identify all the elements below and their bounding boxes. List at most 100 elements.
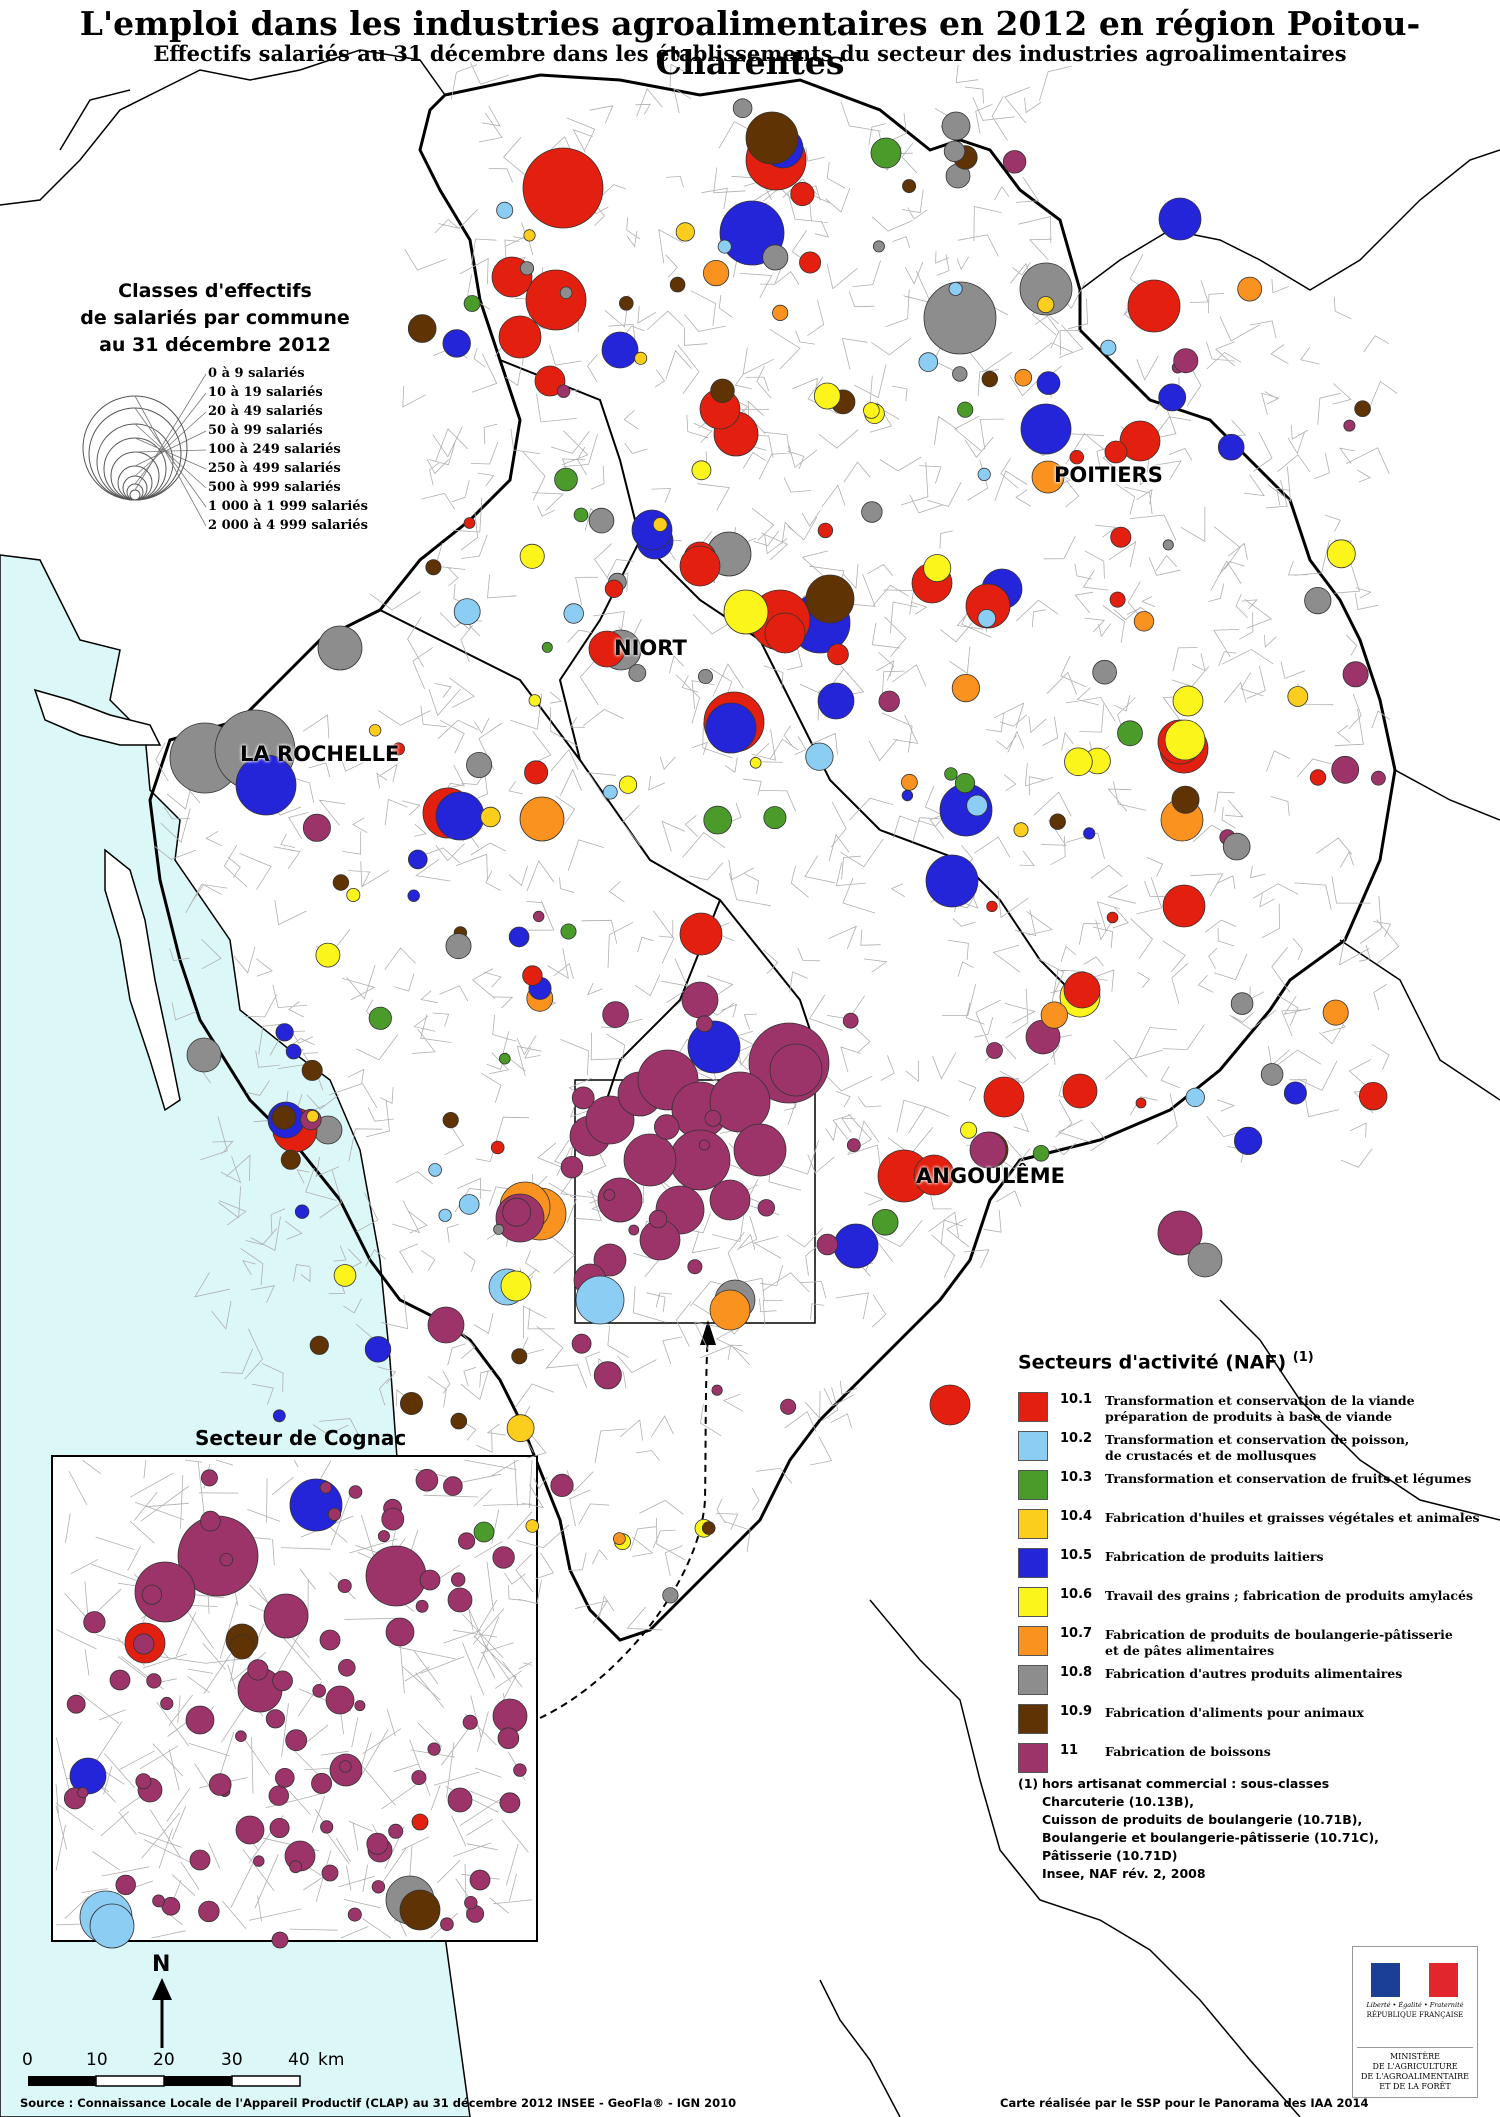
naf-note-line: Charcuterie (10.13B), [1042,1794,1194,1809]
inset-circle [185,1705,215,1735]
sector-code: 10.2 [1060,1431,1093,1446]
establishment-circle-small [1342,661,1369,688]
establishment-circle-small [805,742,834,771]
inset-circle-small [381,1507,405,1531]
establishment-circle-small [602,1001,629,1028]
inset-circle-small [235,1730,247,1742]
inset-circle-small [320,1820,334,1834]
establishment-circle [1157,1210,1203,1256]
scale-tick-label: 10 [86,2050,108,2070]
establishment-circle-small [948,281,963,296]
establishment-circle [500,1270,532,1302]
inset-circle-small [200,1510,221,1532]
size-class-label: 500 à 999 salariés [208,480,341,495]
establishment-circle-small [571,1333,592,1354]
inset-establishment-circles [63,1468,528,1949]
establishment-circle-small [957,401,974,418]
establishment-circle-small [1173,348,1199,374]
establishment-circle-small [1322,999,1349,1026]
size-legend-leader [134,392,207,485]
establishment-circle-small [1036,371,1061,395]
establishment-circle [1020,403,1072,455]
inset-circle-small [337,1579,352,1594]
size-class-label: 0 à 9 salariés [208,366,305,381]
inset-circle [469,1869,491,1891]
inset-circle-small [311,1772,333,1794]
inset-circle [189,1849,211,1871]
establishment-circle-small [634,351,648,365]
establishment-circle-small [528,694,542,707]
establishment-circle-small [704,1110,722,1127]
establishment-circle-small [772,304,789,321]
sector-label: Transformation et conservation de la via… [1105,1393,1415,1424]
inset-circle-small [312,1684,327,1698]
inset-circle [419,1569,441,1591]
inset-circle-small [160,1696,174,1711]
establishment-circle-small [1002,150,1027,174]
inset-circle-small [253,1855,265,1867]
establishment-circle [585,1095,635,1145]
establishment-circle-small [618,295,634,311]
establishment-circle-small [302,813,331,842]
sector-swatch [1018,1392,1048,1422]
city-label-la-rochelle: LA ROCHELLE [240,742,400,766]
establishment-circle-small [450,1412,468,1430]
establishment-circle-small [691,460,712,481]
inset-circle-small [499,1792,521,1814]
establishment-circle-small [762,244,789,271]
inset-circle-small [415,1468,439,1492]
establishment-circle [669,1129,731,1191]
establishment-circle-small [842,1012,859,1029]
logo-republic: RÉPUBLIQUE FRANÇAISE [1366,2011,1464,2019]
outer-lines [0,49,1500,2117]
establishment-circle-small [560,923,577,940]
establishment-circle-small [522,965,543,986]
north-arrow [152,1978,172,2048]
establishment-circle-small [1013,822,1029,838]
inset-circle-small [411,1770,427,1786]
establishment-circle-small [498,1052,511,1065]
inset-circle [289,1478,343,1532]
sector-label: Fabrication d'huiles et graisses végétal… [1105,1510,1480,1525]
establishment-circle-small [780,1398,797,1415]
establishment-circle [764,612,806,654]
establishment-circle-small [399,1392,423,1416]
scale-tick-label: 20 [153,2050,175,2070]
establishment-circle [681,981,719,1019]
inset-circle-small [141,1584,162,1605]
inset-circle-small [66,1694,86,1714]
inset-circle-small [269,1818,290,1839]
establishment-circle [687,1020,741,1074]
establishment-circle-small [442,329,471,358]
department-borders [379,359,1081,1121]
region-border [148,73,1397,1642]
island-oleron [104,848,181,1112]
size-legend-heading-2: de salariés par commune [80,307,350,329]
establishment-circle-small [710,378,735,404]
establishment-circle-small [523,229,536,242]
establishment-circle-small [675,222,695,242]
establishment-circle-small [519,543,545,569]
sector-legend-heading: Secteurs d'activité (NAF) (1) [1018,1350,1314,1374]
sector-legend-row: 10.9 Fabrication d'aliments pour animaux [1018,1700,1488,1740]
inset-circle-small [319,1481,332,1494]
establishment-circle-small [846,1138,861,1152]
inset-circle-small [265,1709,285,1729]
inset-arrowhead [700,1320,716,1345]
establishment-circle-small [1092,659,1117,685]
establishment-circle-small [453,598,481,625]
inset-circle [319,1629,341,1651]
establishment-circle-small [364,1336,392,1363]
inset-circle-small [272,1670,293,1692]
scale-unit: km [318,2050,345,2070]
inset-circle-small [115,1874,136,1896]
size-legend-leader [134,423,207,489]
naf-note-mark: (1) [1018,1776,1039,1791]
establishment-circle [435,791,485,841]
establishment-circle-small [696,1015,713,1033]
establishment-circle-small [508,926,530,948]
establishment-circle-small [332,874,350,891]
size-class-label: 250 à 499 salariés [208,461,341,476]
establishment-circle-small [294,1204,310,1219]
